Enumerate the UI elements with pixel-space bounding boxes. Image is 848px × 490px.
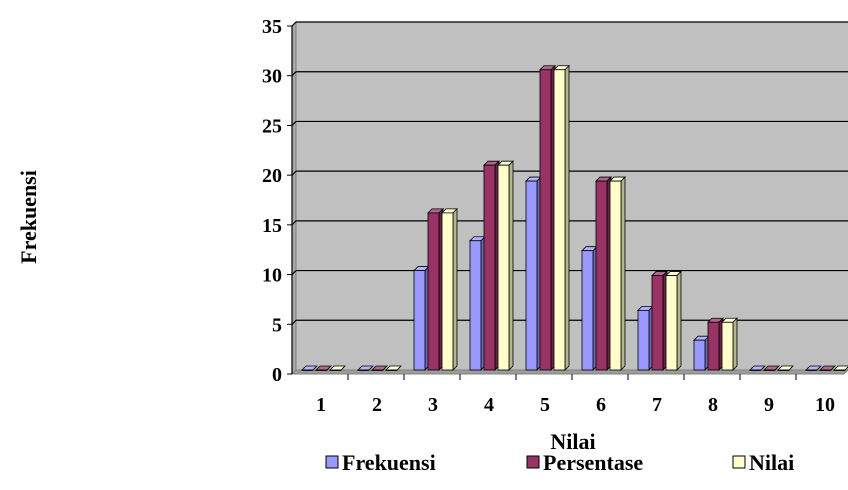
legend-label: Frekuensi xyxy=(342,450,436,475)
y-tick-label: 25 xyxy=(262,115,282,137)
bar xyxy=(483,160,500,371)
bar xyxy=(371,365,388,371)
x-tick-label: 1 xyxy=(316,394,326,416)
bar xyxy=(357,365,374,371)
y-tick-label: 0 xyxy=(272,364,282,386)
bar xyxy=(763,365,780,371)
y-tick-label: 30 xyxy=(262,66,282,88)
legend-label: Persentase xyxy=(543,450,643,475)
bar xyxy=(301,365,318,371)
y-axis-title: Frekuensi xyxy=(16,170,41,264)
y-tick-label: 20 xyxy=(262,165,282,187)
y-tick-label: 5 xyxy=(272,314,282,336)
legend: Frekuensi Persentase Nilai xyxy=(325,450,794,475)
bar xyxy=(693,335,710,371)
y-tick-labels: 0 5 10 15 20 25 30 35 xyxy=(262,16,293,386)
bar xyxy=(651,270,668,371)
bar xyxy=(609,176,626,371)
bar xyxy=(819,365,836,371)
legend-item: Persentase xyxy=(526,450,643,475)
legend-item: Frekuensi xyxy=(325,450,436,475)
x-tick-label: 6 xyxy=(596,394,606,416)
bar xyxy=(329,365,346,371)
x-tick-labels: 1 2 3 4 5 6 7 8 9 10 xyxy=(316,374,835,416)
bar xyxy=(413,265,430,371)
y-tick-label: 10 xyxy=(262,265,282,287)
bar xyxy=(721,317,738,371)
bar xyxy=(469,235,486,371)
plot-area xyxy=(290,20,848,376)
y-tick-label: 35 xyxy=(262,16,282,38)
x-tick-label: 4 xyxy=(484,394,494,416)
y-tick-label: 15 xyxy=(262,215,282,237)
legend-item: Nilai xyxy=(732,450,794,475)
bar xyxy=(315,365,332,371)
gridline-side xyxy=(291,220,297,226)
x-tick-label: 3 xyxy=(428,394,438,416)
gridline-side xyxy=(291,170,297,176)
bar xyxy=(525,176,542,371)
bar xyxy=(707,317,724,371)
gridline-side xyxy=(291,71,297,77)
bar xyxy=(749,365,766,371)
bar xyxy=(595,176,612,371)
legend-swatch xyxy=(732,455,746,469)
x-tick-label: 8 xyxy=(708,394,718,416)
x-tick-label: 2 xyxy=(372,394,382,416)
x-tick-label: 5 xyxy=(540,394,550,416)
gridline-side xyxy=(291,121,297,126)
x-tick-label: 9 xyxy=(764,394,774,416)
legend-label: Nilai xyxy=(749,450,794,475)
x-axis-title: Nilai xyxy=(550,429,595,454)
gridline-side xyxy=(291,21,297,27)
bar xyxy=(539,64,556,371)
gridline-side xyxy=(291,270,297,275)
gridline-side xyxy=(291,319,297,325)
x-tick-label: 7 xyxy=(652,394,662,416)
legend-swatch xyxy=(526,455,540,469)
bar xyxy=(385,365,402,371)
bar xyxy=(581,245,598,371)
bar xyxy=(637,305,654,371)
bar xyxy=(553,64,570,371)
plot-back-wall xyxy=(296,22,848,370)
plot-floor xyxy=(290,369,848,375)
bar xyxy=(805,365,822,371)
bar xyxy=(777,365,794,371)
bar xyxy=(665,270,682,371)
bar xyxy=(427,207,444,371)
bars xyxy=(301,64,848,371)
bar xyxy=(441,207,458,371)
bar xyxy=(497,160,514,371)
legend-swatch xyxy=(325,455,339,469)
bar xyxy=(833,365,848,371)
x-tick-label: 10 xyxy=(815,394,835,416)
